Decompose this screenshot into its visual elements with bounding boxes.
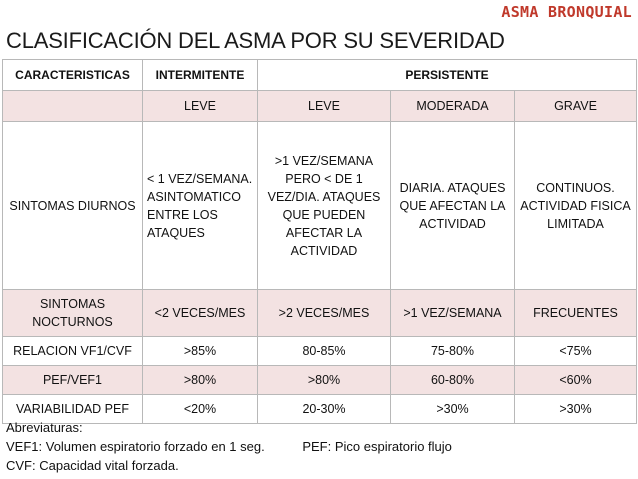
table-cell: 60-80% — [390, 365, 515, 395]
table-header-row: CARACTERISTICAS INTERMITENTE PERSISTENTE — [2, 59, 638, 91]
row-label-relacion: RELACION VF1/CVF — [2, 336, 143, 366]
table-cell: <2 VECES/MES — [142, 289, 258, 337]
table-cell: >85% — [142, 336, 258, 366]
header-caracteristicas: CARACTERISTICAS — [2, 59, 143, 91]
note-vef1: VEF1: Volumen espiratorio forzado en 1 s… — [6, 439, 265, 454]
table-row: VARIABILIDAD PEF <20% 20-30% >30% >30% — [2, 394, 638, 424]
note-pef: PEF: Pico espiratorio flujo — [302, 439, 452, 454]
severity-table: CARACTERISTICAS INTERMITENTE PERSISTENTE… — [2, 59, 638, 424]
row-label-sintomas-nocturnos: SINTOMAS NOCTURNOS — [2, 289, 143, 337]
subheader-persistente-leve: LEVE — [257, 90, 391, 122]
header-intermitente: INTERMITENTE — [142, 59, 258, 91]
topic-label: ASMA BRONQUIAL — [501, 3, 632, 21]
table-cell: >80% — [142, 365, 258, 395]
table-cell: < 1 VEZ/SEMANA. ASINTOMATICO ENTRE LOS A… — [142, 121, 258, 290]
table-cell: >1 VEZ/SEMANA PERO < DE 1 VEZ/DIA. ATAQU… — [257, 121, 391, 290]
page-title: CLASIFICACIÓN DEL ASMA POR SU SEVERIDAD — [6, 28, 505, 53]
subheader-persistente-moderada: MODERADA — [390, 90, 515, 122]
table-row: PEF/VEF1 >80% >80% 60-80% <60% — [2, 365, 638, 395]
table-cell: >80% — [257, 365, 391, 395]
table-cell: 80-85% — [257, 336, 391, 366]
table-row: SINTOMAS NOCTURNOS <2 VECES/MES >2 VECES… — [2, 289, 638, 337]
table-cell: CONTINUOS. ACTIVIDAD FISICA LIMITADA — [513, 121, 638, 290]
table-cell: FRECUENTES — [513, 289, 638, 337]
row-label-variabilidad: VARIABILIDAD PEF — [2, 394, 143, 424]
notes-heading: Abreviaturas: — [6, 420, 83, 435]
table-cell: <75% — [513, 336, 638, 366]
table-cell: 20-30% — [257, 394, 391, 424]
subheader-empty — [2, 90, 143, 122]
table-cell: >30% — [390, 394, 515, 424]
header-persistente: PERSISTENTE — [256, 59, 638, 91]
table-cell: <60% — [513, 365, 638, 395]
table-row: SINTOMAS DIURNOS < 1 VEZ/SEMANA. ASINTOM… — [2, 121, 638, 290]
note-cvf: CVF: Capacidad vital forzada. — [6, 458, 179, 473]
row-label-sintomas-diurnos: SINTOMAS DIURNOS — [2, 121, 143, 290]
table-cell: >2 VECES/MES — [257, 289, 391, 337]
subheader-intermitente-leve: LEVE — [142, 90, 258, 122]
notes-line: VEF1: Volumen espiratorio forzado en 1 s… — [6, 437, 452, 456]
subheader-persistente-grave: GRAVE — [513, 90, 638, 122]
table-cell: >1 VEZ/SEMANA — [390, 289, 515, 337]
abbreviations-notes: Abreviaturas: VEF1: Volumen espiratorio … — [6, 418, 452, 475]
table-cell: 75-80% — [390, 336, 515, 366]
table-cell: >30% — [513, 394, 638, 424]
table-row: RELACION VF1/CVF >85% 80-85% 75-80% <75% — [2, 336, 638, 366]
row-label-pef-vef1: PEF/VEF1 — [2, 365, 143, 395]
table-subheader-row: LEVE LEVE MODERADA GRAVE — [2, 90, 638, 122]
table-cell: DIARIA. ATAQUES QUE AFECTAN LA ACTIVIDAD — [390, 121, 515, 290]
